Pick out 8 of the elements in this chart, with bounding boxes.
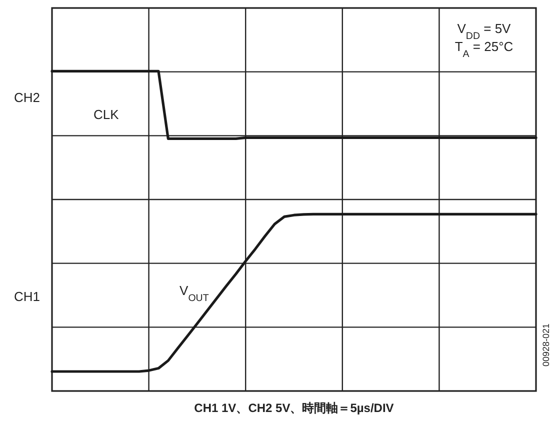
text: T$_{A}$ = 25°C [454,39,514,60]
x-axis-title: CH1 1V、CH2 5V、時間軸＝5µs/DIV [194,401,394,415]
text: CH1 [14,289,40,304]
text: CLK [94,107,120,122]
text: CH2 [14,90,40,105]
series-label: V$_{OUT}$ [180,283,209,304]
text: 00928-021 [541,323,551,367]
text: V$_{DD}$ = 5V [457,21,512,42]
